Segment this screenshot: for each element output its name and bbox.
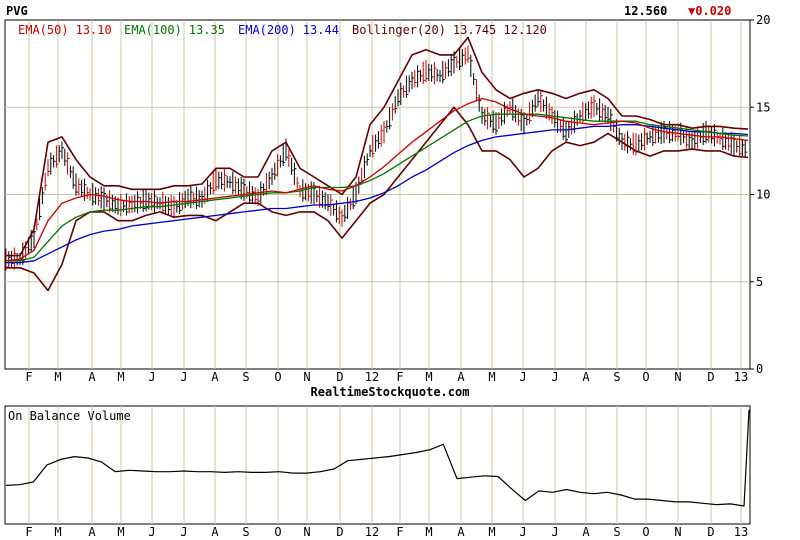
volume-x-tick-label: A [582, 525, 590, 539]
price-x-tick-label: A [88, 370, 96, 384]
price-x-tick-label: 13 [734, 370, 748, 384]
volume-x-tick-label: 12 [365, 525, 379, 539]
volume-x-tick-label: N [674, 525, 681, 539]
price-y-tick-label: 0 [756, 362, 763, 376]
price-x-tick-label: M [117, 370, 124, 384]
volume-x-tick-label: D [707, 525, 714, 539]
price-x-tick-label: S [242, 370, 249, 384]
price-x-tick-label: M [425, 370, 432, 384]
price-y-tick-label: 15 [756, 100, 770, 114]
volume-grid [28, 406, 742, 524]
legend-ema200-value: 13.44 [303, 23, 339, 37]
legend-ema50: EMA(50) 13.10 [18, 23, 112, 37]
volume-panel-frame [4, 405, 751, 525]
legend-ema100: EMA(100) 13.35 [124, 23, 225, 37]
volume-x-tick-label: N [303, 525, 310, 539]
volume-x-tick-label: O [642, 525, 649, 539]
price-x-tick-label: N [303, 370, 310, 384]
price-x-tick-label: O [642, 370, 649, 384]
price-x-tick-label: M [54, 370, 61, 384]
legend-ema50-value: 13.10 [76, 23, 112, 37]
volume-x-tick-label: A [211, 525, 219, 539]
legend-bollinger-label: Bollinger(20) [352, 23, 446, 37]
volume-series [5, 409, 750, 507]
symbol-label: PVG [6, 4, 28, 18]
ema50-line [5, 97, 749, 262]
ema200-line [6, 124, 749, 264]
price-x-tick-label: D [336, 370, 343, 384]
legend: EMA(50) 13.10 EMA(100) 13.35 EMA(200) 13.44… [18, 23, 547, 37]
price-y-tick-label: 10 [756, 188, 770, 202]
price-x-tick-label: N [674, 370, 681, 384]
price-y-ticks: 20 15 10 5 0 [750, 13, 770, 376]
volume-x-tick-label: F [396, 525, 403, 539]
price-x-tick-label: A [582, 370, 590, 384]
volume-x-tick-label: J [148, 525, 155, 539]
price-change: ▼0.020 [688, 4, 731, 18]
price-x-tick-label: A [457, 370, 465, 384]
obv-line [5, 409, 750, 507]
bollinger-upper-line [6, 36, 749, 257]
volume-x-tick-label: O [274, 525, 281, 539]
volume-x-tick-label: A [88, 525, 96, 539]
price-x-tick-label: M [488, 370, 495, 384]
price-grid [5, 20, 750, 369]
price-y-tick-label: 20 [756, 13, 770, 27]
price-series [5, 36, 749, 292]
volume-x-tick-label: M [488, 525, 495, 539]
price-x-tick-label: J [551, 370, 558, 384]
price-x-tick-label: A [211, 370, 219, 384]
volume-panel-title: On Balance Volume [8, 409, 131, 423]
price-x-tick-label: J [519, 370, 526, 384]
volume-x-tick-label: J [519, 525, 526, 539]
watermark: RealtimeStockquote.com [311, 385, 470, 399]
legend-ema200: EMA(200) 13.44 [238, 23, 339, 37]
volume-x-tick-label: J [180, 525, 187, 539]
price-x-tick-label: D [707, 370, 714, 384]
price-x-tick-label: O [274, 370, 281, 384]
price-x-tick-label: J [148, 370, 155, 384]
legend-ema100-label: EMA(100) [124, 23, 182, 37]
volume-x-tick-label: M [425, 525, 432, 539]
legend-bollinger-value: 13.745 12.120 [453, 23, 547, 37]
volume-x-tick-label: F [25, 525, 32, 539]
price-x-tick-label: 12 [365, 370, 379, 384]
volume-x-tick-label: J [551, 525, 558, 539]
price-x-tick-label: J [180, 370, 187, 384]
price-x-tick-label: S [613, 370, 620, 384]
price-y-tick-label: 5 [756, 275, 763, 289]
bollinger-lower-line [6, 106, 749, 292]
legend-ema200-label: EMA(200) [238, 23, 296, 37]
volume-x-tick-label: M [117, 525, 124, 539]
volume-x-tick-label: S [613, 525, 620, 539]
price-x-tick-label: F [25, 370, 32, 384]
price-x-tick-label: F [396, 370, 403, 384]
volume-x-tick-label: 13 [734, 525, 748, 539]
legend-ema50-label: EMA(50) [18, 23, 69, 37]
volume-x-tick-label: S [242, 525, 249, 539]
volume-x-tick-label: D [336, 525, 343, 539]
volume-x-labels: F M A M J J A S O N D 12 F M A M J J A S O N D 13 [25, 525, 748, 539]
last-price: 12.560 [624, 4, 667, 18]
legend-bollinger: Bollinger(20) 13.745 12.120 [352, 23, 547, 37]
volume-x-tick-label: M [54, 525, 61, 539]
legend-ema100-value: 13.35 [189, 23, 225, 37]
volume-x-tick-label: A [457, 525, 465, 539]
price-x-labels: F M A M J J A S O N D 12 F M A M J J A S O N D 13 [25, 370, 748, 384]
